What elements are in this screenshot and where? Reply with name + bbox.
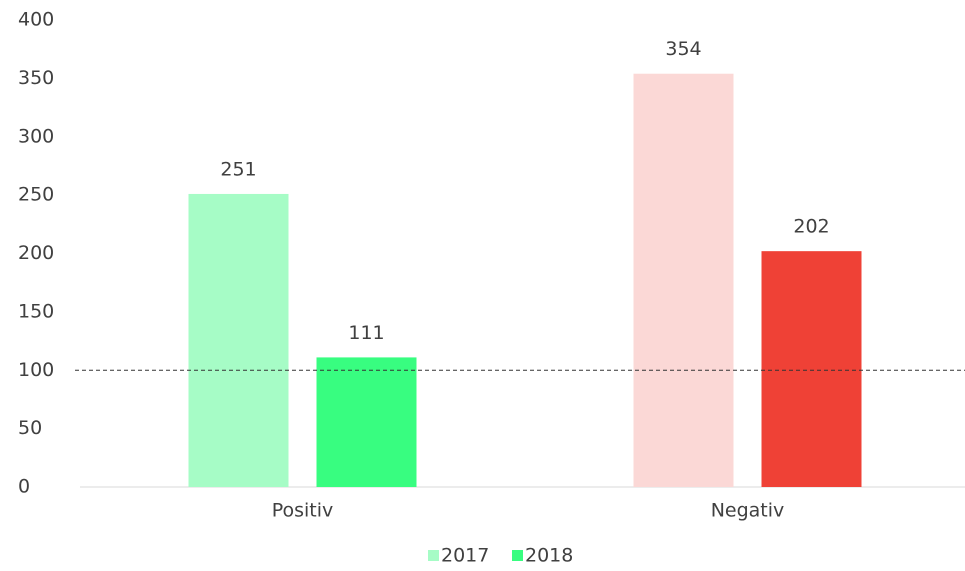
- y-tick-label: 300: [18, 125, 54, 147]
- y-tick-label: 200: [18, 242, 54, 264]
- data-label: 111: [348, 322, 384, 344]
- bar: [633, 73, 734, 487]
- data-label: 251: [220, 158, 256, 180]
- legend-label: 2018: [525, 545, 573, 567]
- bar: [316, 357, 417, 487]
- y-tick-label: 0: [18, 476, 30, 498]
- bar: [188, 193, 289, 487]
- data-label: 202: [793, 216, 829, 238]
- y-tick-label: 50: [18, 417, 42, 439]
- bar: [761, 251, 862, 487]
- data-label: 354: [665, 38, 701, 60]
- legend-swatch: [512, 550, 523, 561]
- legend-label: 2017: [441, 545, 489, 567]
- y-tick-label: 150: [18, 300, 54, 322]
- x-tick-label: Positiv: [272, 500, 334, 522]
- y-tick-label: 400: [18, 9, 54, 31]
- y-tick-label: 100: [18, 359, 54, 381]
- x-tick-label: Negativ: [711, 500, 785, 522]
- y-tick-label: 250: [18, 184, 54, 206]
- y-tick-label: 350: [18, 67, 54, 89]
- legend-swatch: [428, 550, 439, 561]
